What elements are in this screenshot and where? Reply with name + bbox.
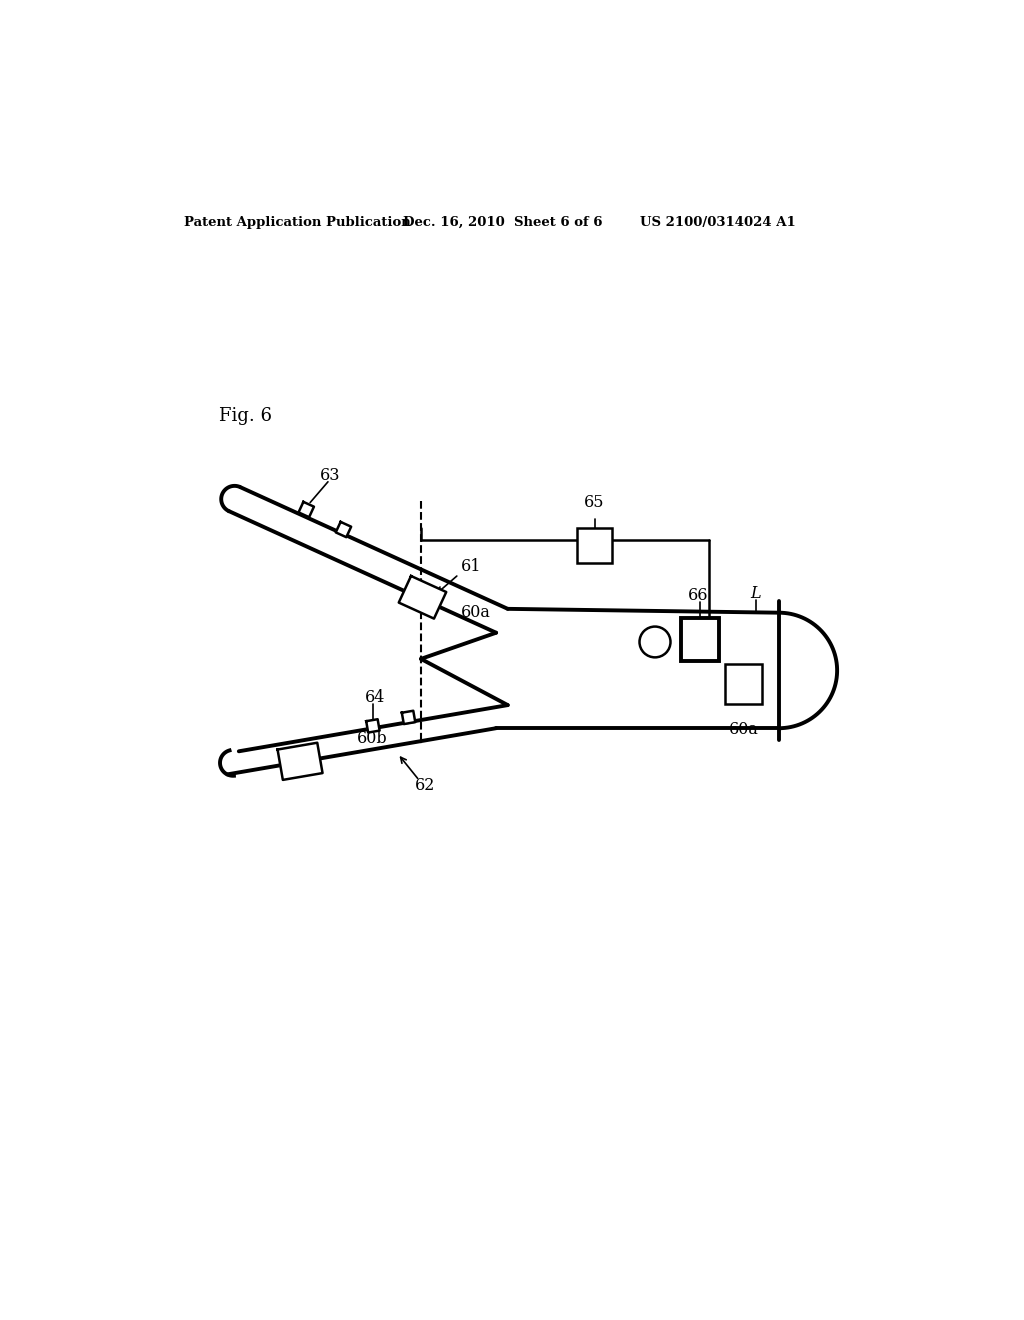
Text: Patent Application Publication: Patent Application Publication (183, 215, 411, 228)
Text: 65: 65 (585, 494, 605, 511)
Text: Fig. 6: Fig. 6 (219, 408, 272, 425)
Text: Dec. 16, 2010  Sheet 6 of 6: Dec. 16, 2010 Sheet 6 of 6 (403, 215, 603, 228)
Text: 60a: 60a (728, 721, 759, 738)
Text: 60a: 60a (461, 605, 492, 622)
Polygon shape (401, 710, 416, 725)
Text: 63: 63 (321, 467, 341, 484)
Polygon shape (398, 576, 446, 619)
Bar (725, 664, 762, 705)
Text: 60b: 60b (356, 730, 387, 747)
Text: 64: 64 (366, 689, 385, 706)
Polygon shape (367, 719, 380, 733)
Text: 61: 61 (461, 558, 481, 576)
Polygon shape (278, 743, 323, 780)
Bar (681, 619, 719, 661)
Text: 62: 62 (415, 777, 435, 795)
Polygon shape (336, 521, 351, 537)
Text: US 2100/0314024 A1: US 2100/0314024 A1 (640, 215, 796, 228)
Bar (577, 528, 612, 564)
Polygon shape (299, 502, 314, 517)
Text: 66: 66 (688, 587, 709, 605)
Text: L: L (751, 585, 761, 602)
